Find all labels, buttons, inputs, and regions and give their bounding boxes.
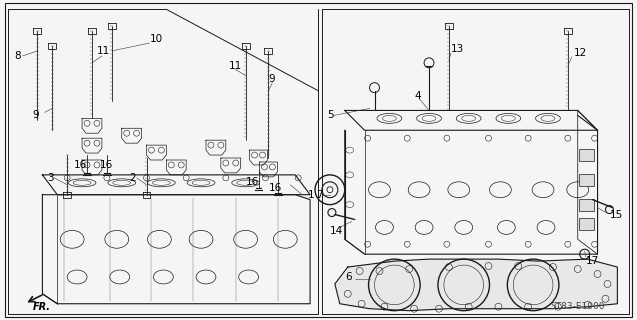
Text: 10: 10 [150, 34, 162, 44]
Text: 11: 11 [97, 46, 110, 56]
Text: 2: 2 [130, 173, 136, 183]
Text: 7: 7 [316, 190, 323, 200]
Text: 11: 11 [229, 61, 242, 71]
Text: 15: 15 [610, 210, 623, 220]
Text: 16: 16 [268, 183, 282, 193]
Text: 3: 3 [47, 173, 54, 183]
Text: 9: 9 [32, 110, 39, 120]
Text: 13: 13 [451, 44, 464, 54]
Bar [579, 199, 594, 211]
Text: FR.: FR. [32, 302, 50, 312]
Bar [579, 219, 594, 230]
Text: 4: 4 [414, 91, 421, 100]
Text: 1: 1 [308, 190, 315, 200]
Text: 16: 16 [74, 160, 87, 170]
Text: 16: 16 [100, 160, 113, 170]
Text: 9: 9 [268, 74, 275, 84]
Text: 12: 12 [574, 48, 587, 58]
Text: 8: 8 [15, 51, 21, 61]
Text: 14: 14 [330, 226, 343, 236]
Text: 16: 16 [246, 177, 259, 187]
Bar [579, 149, 594, 161]
Text: 17: 17 [585, 256, 599, 266]
Text: 6: 6 [345, 272, 352, 282]
Polygon shape [335, 259, 617, 311]
Text: ST83-E1000: ST83-E1000 [550, 302, 605, 311]
Text: 5: 5 [327, 110, 334, 120]
Bar [579, 174, 594, 186]
